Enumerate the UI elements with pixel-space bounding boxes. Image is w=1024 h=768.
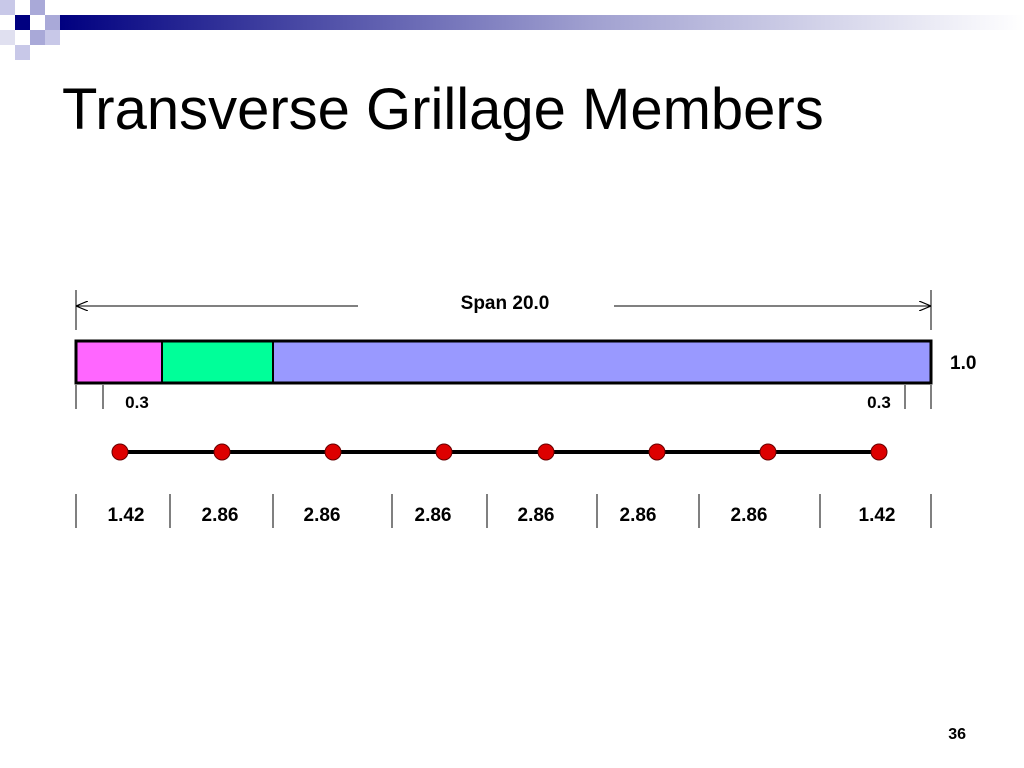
spacing-label: 1.42	[859, 505, 896, 526]
spacing-label: 2.86	[202, 505, 239, 526]
header-decoration	[0, 0, 1024, 60]
header-square	[30, 30, 45, 45]
spacing-label: 2.86	[304, 505, 341, 526]
header-square	[15, 45, 30, 60]
grillage-node	[870, 443, 888, 461]
header-square	[0, 30, 15, 45]
header-square	[45, 30, 60, 45]
header-square	[30, 0, 45, 15]
page-number: 36	[948, 726, 966, 743]
cross-section-outline	[74, 339, 933, 385]
depth-label: 1.0	[950, 353, 976, 374]
grillage-node	[213, 443, 231, 461]
span-label: Span 20.0	[461, 293, 550, 314]
cross-section-segment-middle	[162, 341, 273, 383]
header-square	[45, 15, 60, 30]
spacing-label: 2.86	[731, 505, 768, 526]
header-gradient-bar	[60, 15, 1024, 30]
edge-label-left: 0.3	[125, 393, 149, 412]
spacing-label: 2.86	[620, 505, 657, 526]
grillage-node	[648, 443, 666, 461]
grillage-node	[537, 443, 555, 461]
spacing-label: 2.86	[518, 505, 555, 526]
header-square	[0, 0, 15, 15]
edge-label-right: 0.3	[867, 393, 891, 412]
grillage-node	[435, 443, 453, 461]
cross-section-segment-right	[273, 341, 931, 383]
header-square	[15, 15, 30, 30]
grillage-node	[111, 443, 129, 461]
grillage-node	[324, 443, 342, 461]
spacing-label: 2.86	[415, 505, 452, 526]
spacing-label: 1.42	[108, 505, 145, 526]
cross-section-segment-left	[76, 341, 162, 383]
grillage-node	[759, 443, 777, 461]
slide-title: Transverse Grillage Members	[62, 77, 824, 142]
grillage-nodes	[111, 443, 888, 461]
